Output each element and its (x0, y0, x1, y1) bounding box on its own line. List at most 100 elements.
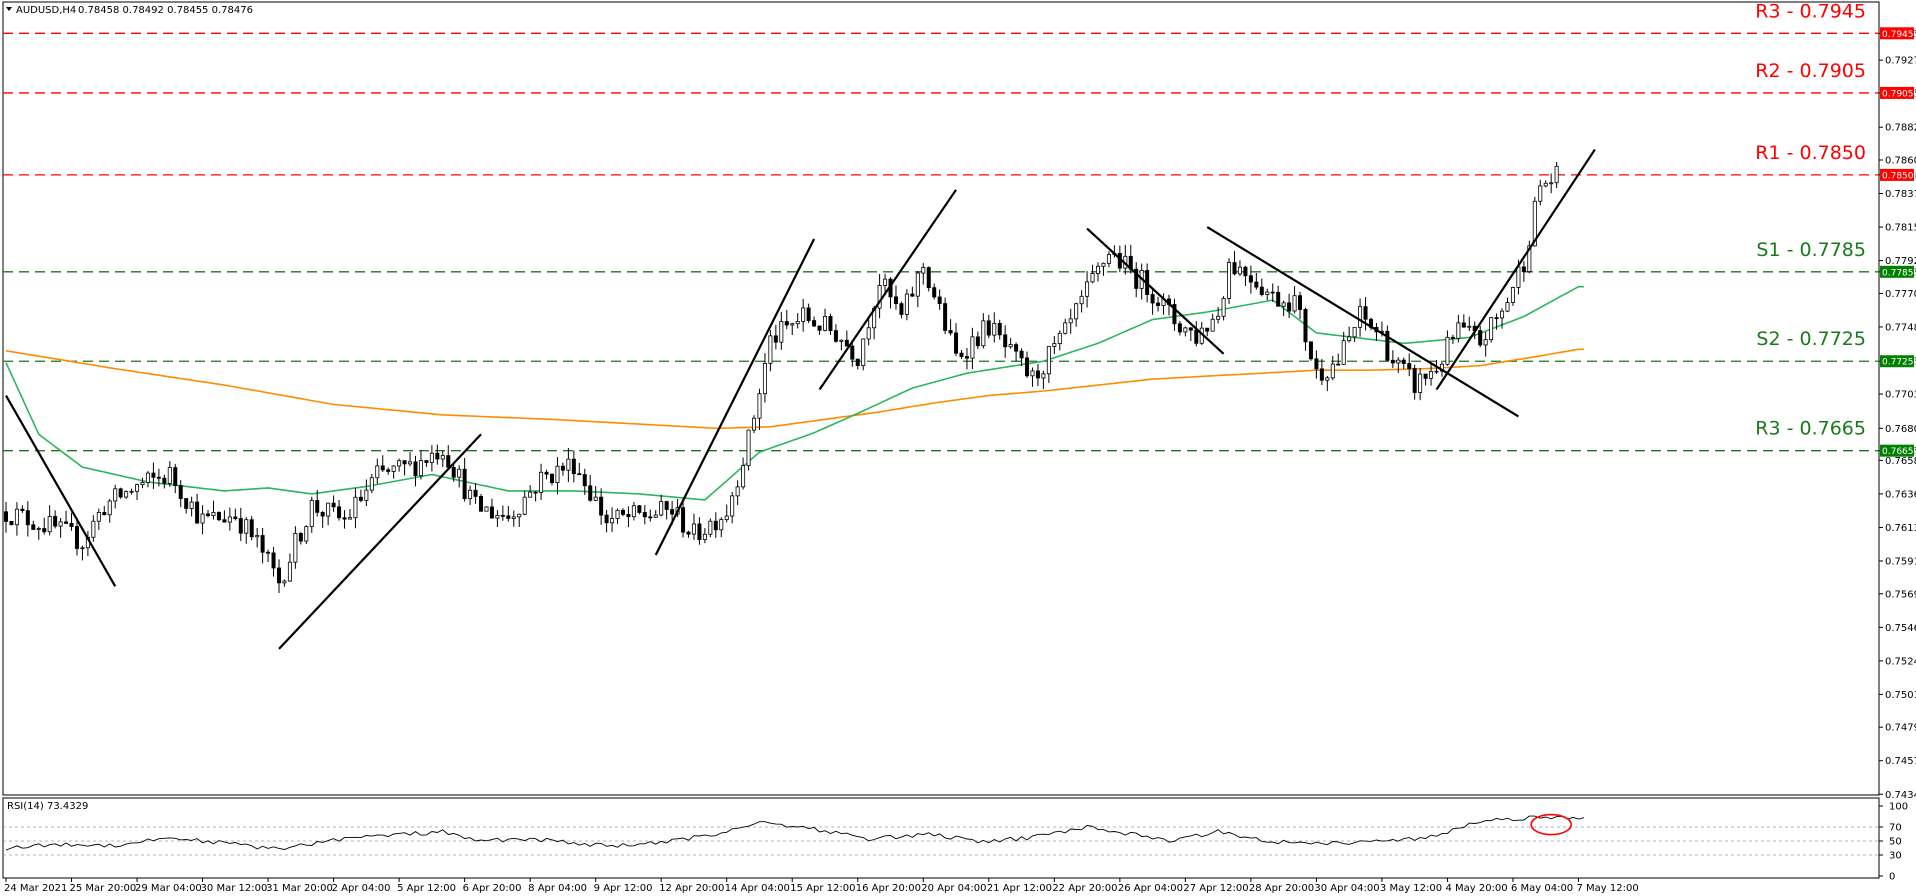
candle-body (1390, 359, 1395, 364)
candle-body (1303, 309, 1308, 343)
level-price-tag (1880, 265, 1914, 278)
candle-body (320, 511, 325, 517)
candle-body (604, 514, 609, 524)
candle-body (25, 510, 30, 526)
candle-body (260, 535, 265, 553)
candle-body (238, 518, 243, 534)
candle-body (1489, 317, 1494, 341)
candle-body (1052, 343, 1057, 347)
candle-body (506, 515, 511, 519)
candle-body (64, 521, 69, 524)
price-tick-label: 0.75910 (1885, 556, 1916, 567)
candle-body (1532, 200, 1537, 247)
candle-body (440, 455, 445, 460)
main-pane[interactable] (2, 1, 1880, 796)
candle-body (293, 533, 298, 563)
candle-body (1259, 286, 1264, 296)
level-price-tag-text: 0.77850 (1882, 268, 1916, 278)
candle-body (206, 513, 211, 517)
candle-body (391, 465, 396, 472)
candle-body (681, 507, 686, 533)
candle-body (353, 496, 358, 519)
candle-body (1074, 303, 1079, 320)
candle-body (659, 501, 664, 516)
candle-body (489, 506, 494, 519)
candle-body (893, 296, 898, 305)
candle-body (118, 488, 123, 498)
level-label: R2 - 0.7905 (1755, 60, 1866, 82)
candle-body (1521, 266, 1526, 273)
candle-body (910, 293, 915, 297)
candle-body (69, 523, 74, 527)
candle-body (1085, 281, 1090, 297)
candle-body (47, 516, 52, 533)
price-tick-label: 0.74345 (1885, 790, 1916, 801)
candle-body (282, 580, 287, 584)
candle-body (227, 516, 232, 523)
time-tick-label: 30 Mar 12:00 (201, 883, 268, 894)
candle-body (1150, 294, 1155, 304)
trendlines[interactable] (5, 148, 1596, 650)
time-tick-label: 5 Apr 12:00 (397, 883, 456, 894)
candle-body (435, 452, 440, 460)
level-label: R3 - 0.7945 (1755, 0, 1866, 22)
time-tick-label: 2 Apr 04:00 (332, 883, 391, 894)
price-tick-label: 0.75465 (1885, 623, 1916, 634)
candle-body (271, 552, 276, 569)
candle-body (599, 496, 604, 516)
candle-body (36, 528, 41, 530)
candle-body (222, 519, 227, 523)
candle-body (1385, 330, 1390, 361)
candle-body (975, 336, 980, 347)
rsi-pane[interactable] (2, 797, 1880, 879)
candle-body (468, 489, 473, 500)
candle-body (1292, 295, 1297, 312)
candle-body (762, 362, 767, 395)
candle-body (1205, 327, 1210, 332)
candle-body (615, 509, 620, 519)
candle-body (1057, 332, 1062, 344)
candle-body (757, 393, 762, 419)
rsi-label: RSI(14) 73.4329 (7, 801, 88, 812)
candle-body (823, 315, 828, 331)
candle-body (533, 491, 538, 494)
candle-body (1407, 363, 1412, 369)
candle-body (741, 465, 746, 488)
menu-triangle-icon[interactable] (6, 7, 12, 11)
candle-body (511, 516, 516, 519)
candle-body (768, 335, 773, 364)
candle-body (1308, 341, 1313, 360)
rsi-tick-label: 0 (1889, 872, 1895, 883)
candle-body (1134, 268, 1139, 289)
time-tick-label: 26 Apr 04:00 (1118, 883, 1183, 894)
candle-body (124, 491, 129, 498)
candle-body (1270, 291, 1275, 294)
candle-body (9, 521, 14, 526)
candle-body (1423, 373, 1428, 379)
candle-body (1505, 302, 1510, 312)
level-price-tag-text: 0.79450 (1882, 30, 1916, 40)
candle-body (1194, 329, 1199, 344)
candle-body (462, 468, 467, 500)
rsi-highlight-ellipse (1530, 813, 1572, 836)
candle-body (58, 521, 63, 527)
candle-body (555, 465, 560, 484)
candle-body (746, 429, 751, 467)
trendline (1435, 148, 1596, 391)
candle-body (1494, 317, 1499, 320)
time-tick-label: 21 Apr 12:00 (987, 883, 1052, 894)
candle-body (850, 345, 855, 360)
candle-body (648, 516, 653, 519)
price-tick-label: 0.79270 (1885, 56, 1916, 67)
candle-body (528, 491, 533, 498)
candle-body (31, 524, 36, 530)
candle-body (948, 330, 953, 334)
candle-body (408, 461, 413, 465)
time-tick-label: 6 Apr 20:00 (463, 883, 522, 894)
candle-body (844, 339, 849, 347)
candle-body (828, 315, 833, 332)
candle-body (620, 509, 625, 515)
candle-body (1314, 358, 1319, 370)
candle-body (331, 502, 336, 508)
